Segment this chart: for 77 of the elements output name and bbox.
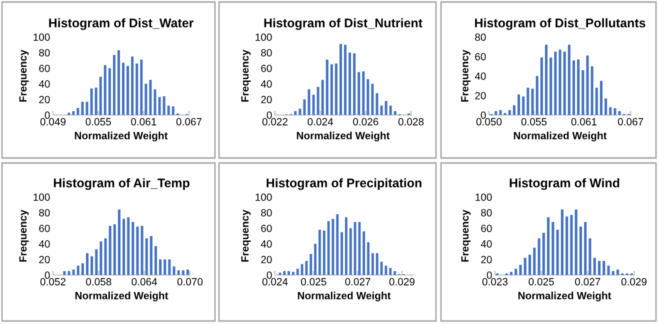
y-axis-title: Frequency [241, 210, 251, 262]
x-axis-title: Normalized Weight [298, 292, 391, 302]
y-tick-label: 0 [486, 272, 492, 279]
x-tick-label: 0.058 [86, 278, 112, 286]
y-tick-label: 60 [261, 64, 272, 72]
x-tick-label: 0.061 [131, 118, 156, 126]
x-tick-label: 0.050 [476, 118, 502, 126]
y-tick-label: 20 [39, 256, 50, 264]
x-tick-label: 0.029 [621, 278, 647, 286]
y-tick-label: 0 [44, 272, 50, 279]
x-tick-label: 0.070 [177, 278, 203, 286]
chart-title: Histogram of Air_Temp [54, 178, 190, 190]
chart-title: Histogram of Wind [510, 178, 620, 190]
y-tick-label: 0 [266, 112, 272, 119]
y-axis-title: Frequency [461, 50, 470, 102]
x-tick-label: 0.055 [521, 118, 547, 126]
x-tick-label: 0.022 [262, 118, 288, 126]
x-axis-title: Normalized Weight [518, 292, 612, 302]
y-tick-label: 80 [261, 49, 272, 56]
x-axis-title: Normalized Weight [514, 132, 607, 142]
y-tick-label: 80 [475, 34, 486, 41]
y-tick-label: 100 [256, 194, 272, 201]
y-tick-label: 60 [475, 53, 486, 60]
x-tick-label: 0.023 [482, 278, 508, 286]
chart-title: Histogram of Dist_Pollutants [475, 18, 646, 30]
y-tick-label: 80 [39, 209, 50, 216]
y-tick-label: 80 [261, 209, 272, 216]
y-tick-label: 20 [39, 96, 50, 104]
y-tick-label: 80 [39, 49, 50, 56]
x-tick-label: 0.067 [176, 118, 202, 126]
x-tick-label: 0.061 [571, 118, 596, 126]
y-tick-label: 100 [476, 194, 492, 201]
y-tick-label: 40 [474, 72, 486, 80]
y-tick-label: 40 [480, 240, 492, 248]
x-tick-label: 0.027 [345, 278, 370, 286]
x-tick-label: 0.049 [40, 118, 66, 126]
x-tick-label: 0.055 [86, 118, 111, 126]
x-tick-label: 0.025 [528, 278, 554, 286]
y-tick-label: 100 [34, 194, 50, 201]
y-axis-title: Frequency [19, 50, 29, 102]
x-tick-label: 0.052 [40, 278, 66, 286]
y-tick-label: 40 [260, 240, 272, 248]
y-axis-title: Frequency [461, 210, 471, 262]
y-tick-label: 40 [38, 240, 50, 248]
chart-title: Histogram of Dist_Nutrient [264, 18, 422, 30]
y-tick-label: 80 [481, 209, 492, 216]
x-tick-label: 0.067 [618, 118, 644, 126]
y-tick-label: 0 [266, 272, 272, 279]
y-tick-label: 40 [38, 80, 50, 88]
y-tick-label: 20 [481, 256, 492, 264]
y-tick-label: 20 [261, 256, 272, 264]
y-tick-label: 100 [34, 34, 50, 41]
y-tick-label: 60 [261, 224, 272, 232]
y-tick-label: 0 [44, 112, 50, 119]
y-tick-label: 60 [39, 64, 50, 72]
chart-title: Histogram of Dist_Water [49, 18, 194, 30]
x-tick-label: 0.024 [262, 278, 288, 286]
x-axis-title: Normalized Weight [296, 132, 390, 142]
x-tick-label: 0.029 [389, 278, 414, 286]
y-tick-label: 60 [481, 224, 492, 232]
y-axis-title: Frequency [19, 210, 29, 262]
y-tick-label: 0 [480, 112, 486, 119]
x-tick-label: 0.026 [353, 118, 378, 126]
x-tick-label: 0.024 [308, 118, 334, 126]
chart-title: Histogram of Precipitation [266, 178, 422, 190]
x-tick-label: 0.025 [301, 278, 326, 286]
y-tick-label: 20 [475, 92, 486, 100]
x-tick-label: 0.027 [575, 278, 600, 286]
x-axis-title: Normalized Weight [75, 292, 168, 302]
x-tick-label: 0.064 [132, 278, 158, 286]
x-axis-title: Normalized Weight [74, 132, 168, 142]
y-tick-label: 20 [261, 96, 272, 104]
y-tick-label: 60 [39, 224, 50, 232]
x-tick-label: 0.028 [398, 118, 424, 126]
y-tick-label: 40 [260, 80, 272, 88]
y-axis-title: Frequency [241, 50, 251, 102]
y-tick-label: 100 [256, 34, 272, 41]
